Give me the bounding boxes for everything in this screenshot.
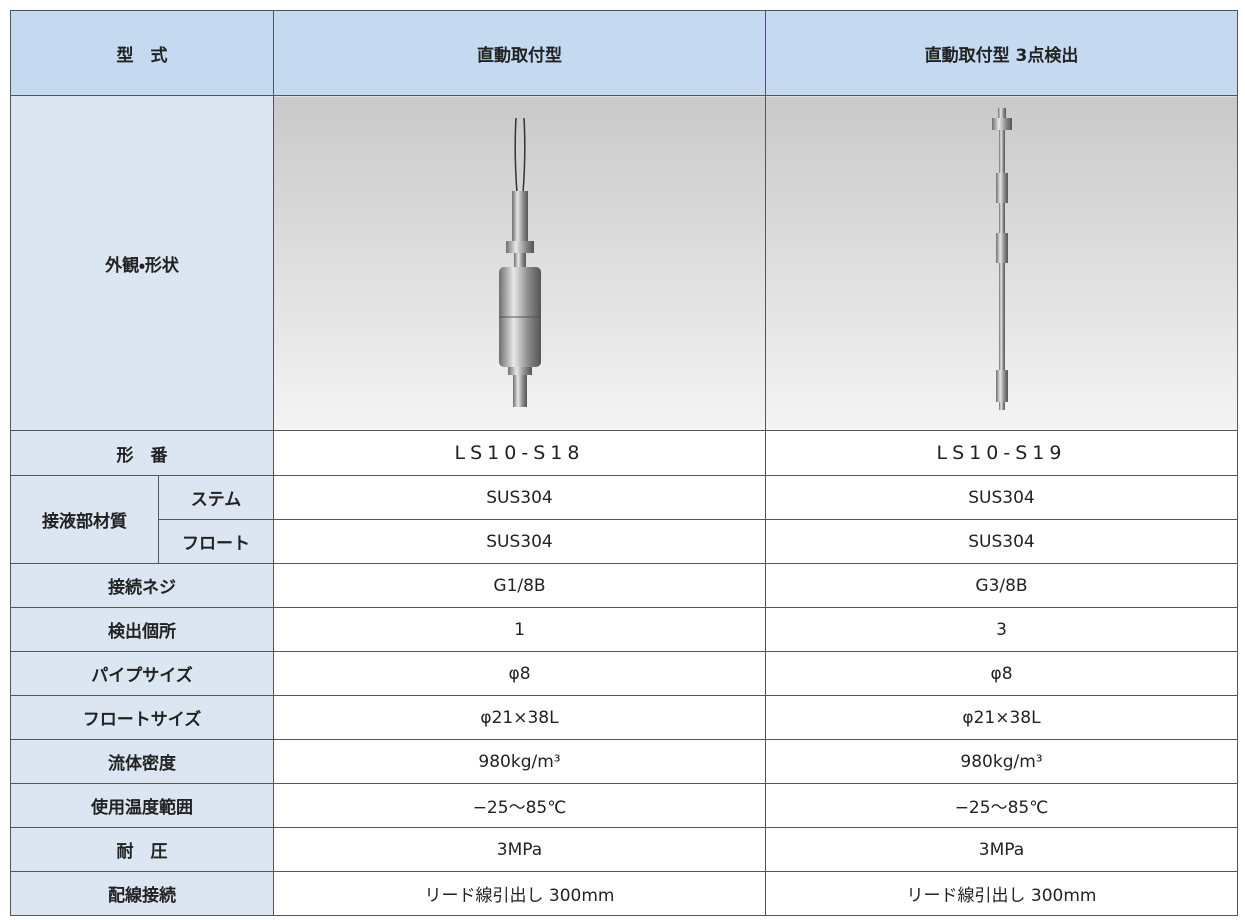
cell: SUS304 (765, 519, 1238, 564)
cell: LS10-S19 (765, 430, 1238, 476)
material-row: 接液部材質 ステム SUS304 SUS304 (10, 475, 1238, 564)
spec-row: 使用温度範囲 −25〜85℃ −25〜85℃ (10, 783, 1238, 828)
cell: φ21×38L (765, 695, 1238, 740)
row-label: 耐 圧 (10, 827, 274, 872)
cell: SUS304 (273, 519, 766, 564)
header-cell: 型 式 (10, 10, 274, 96)
product-drawing (498, 117, 541, 407)
cell: G3/8B (765, 563, 1238, 608)
row-label: 接液部材質 (10, 475, 159, 564)
cell: −25〜85℃ (273, 783, 766, 828)
row-label: 外観・形状 (10, 95, 274, 431)
cell: φ8 (765, 651, 1238, 696)
cell: SUS304 (765, 475, 1238, 520)
product-image (765, 95, 1238, 431)
row-label: 形 番 (10, 430, 274, 476)
row-sublabel: フロート (158, 519, 274, 564)
cell: リード線引出し 300mm (765, 871, 1238, 916)
cell: 3 (765, 607, 1238, 652)
cell: リード線引出し 300mm (273, 871, 766, 916)
row-label: 接続ネジ (10, 563, 274, 608)
table-body: 型 式 直動取付型 直動取付型 3点検出 外観・形状 (10, 10, 1238, 916)
cell: 3MPa (765, 827, 1238, 872)
row-label: パイプサイズ (10, 651, 274, 696)
row-label: 検出個所 (10, 607, 274, 652)
cell: 3MPa (273, 827, 766, 872)
spec-table: 型 式 直動取付型 直動取付型 3点検出 外観・形状 (10, 10, 1238, 916)
cell: 1 (273, 607, 766, 652)
row-label: 使用温度範囲 (10, 783, 274, 828)
spec-row: 流体密度 980kg/m³ 980kg/m³ (10, 739, 1238, 784)
cell: 980kg/m³ (765, 739, 1238, 784)
row-sublabel: ステム (158, 475, 274, 520)
row-label: 配線接続 (10, 871, 274, 916)
spec-row: パイプサイズ φ8 φ8 (10, 651, 1238, 696)
header-cell: 直動取付型 3点検出 (765, 10, 1238, 96)
product-image (273, 95, 766, 431)
spec-row: 配線接続 リード線引出し 300mm リード線引出し 300mm (10, 871, 1238, 916)
cell: φ8 (273, 651, 766, 696)
header-row: 型 式 直動取付型 直動取付型 3点検出 (10, 10, 1238, 96)
spec-row: 接続ネジ G1/8B G3/8B (10, 563, 1238, 608)
spec-row: 検出個所 1 3 (10, 607, 1238, 652)
cell: G1/8B (273, 563, 766, 608)
cell: φ21×38L (273, 695, 766, 740)
appearance-row: 外観・形状 (10, 95, 1238, 431)
spec-row: 耐 圧 3MPa 3MPa (10, 827, 1238, 872)
cell: SUS304 (273, 475, 766, 520)
spec-row: フロートサイズ φ21×38L φ21×38L (10, 695, 1238, 740)
row-label: フロートサイズ (10, 695, 274, 740)
model-row: 形 番 LS10-S18 LS10-S19 (10, 430, 1238, 476)
header-cell: 直動取付型 (273, 10, 766, 96)
material-row: フロート SUS304 SUS304 (11, 519, 1238, 564)
product-drawing (991, 108, 1012, 410)
cell: −25〜85℃ (765, 783, 1238, 828)
cell: 980kg/m³ (273, 739, 766, 784)
cell: LS10-S18 (273, 430, 766, 476)
row-label: 流体密度 (10, 739, 274, 784)
